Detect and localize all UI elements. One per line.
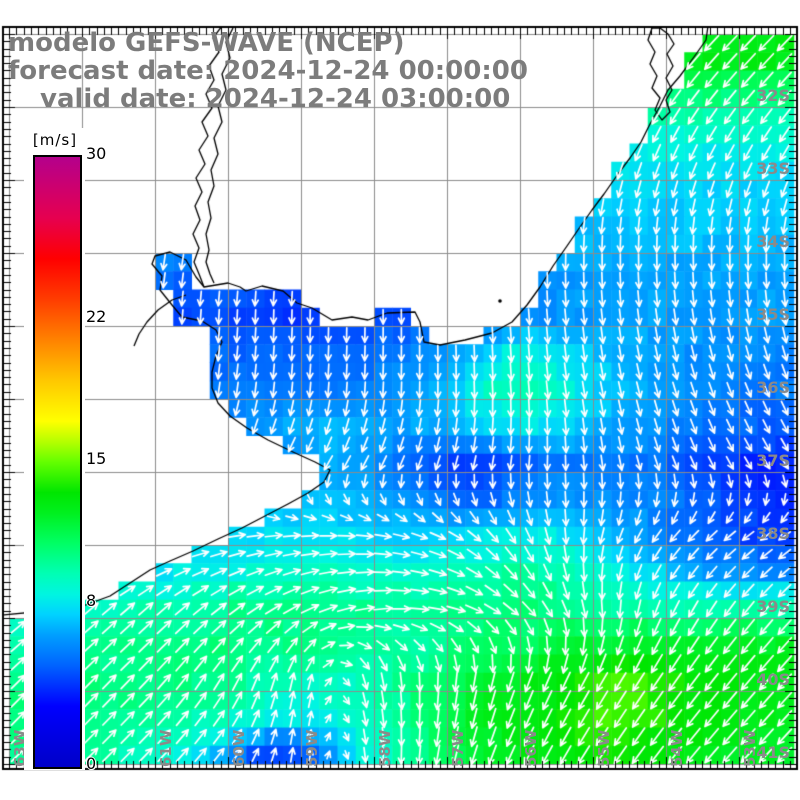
forecast-date-line: forecast date: 2024-12-24 00:00:00: [8, 56, 528, 86]
colorbar-tick-label: 22: [86, 306, 107, 326]
colorbar-tick-label: 0: [86, 754, 97, 773]
colorbar-tick-label: 15: [86, 449, 107, 468]
colorbar-gradient: [33, 155, 82, 769]
colorbar-tick-label: 30: [86, 144, 107, 163]
valid-date-line: valid date: 2024-12-24 03:00:00: [40, 84, 511, 114]
model-title: modelo GEFS-WAVE (NCEP): [8, 28, 405, 58]
colorbar-unit-label: [m/s]: [32, 131, 78, 149]
colorbar-tick-label: 8: [86, 591, 97, 611]
